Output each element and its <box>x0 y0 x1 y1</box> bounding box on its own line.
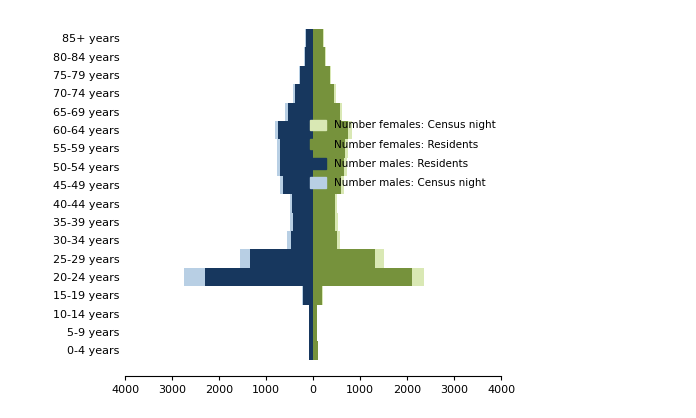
Bar <box>290 194 313 213</box>
Bar <box>276 139 313 158</box>
Bar <box>313 323 317 342</box>
Bar <box>313 84 334 102</box>
Bar <box>313 47 325 66</box>
Bar <box>313 139 345 158</box>
Legend: Number females: Census night, Number females: Residents, Number males: Residents: Number females: Census night, Number fem… <box>310 120 496 188</box>
Bar <box>313 231 337 250</box>
Bar <box>292 213 313 231</box>
Bar <box>313 305 317 323</box>
Bar <box>310 305 313 323</box>
Bar <box>280 176 313 194</box>
Bar <box>295 84 313 102</box>
Bar <box>276 158 313 176</box>
Bar <box>313 139 349 158</box>
Bar <box>313 176 345 194</box>
Bar <box>285 102 313 121</box>
Bar <box>306 29 313 47</box>
Bar <box>184 268 313 286</box>
Bar <box>280 158 313 176</box>
Bar <box>313 176 342 194</box>
Bar <box>291 231 313 250</box>
Bar <box>275 121 313 139</box>
Bar <box>308 342 313 359</box>
Bar <box>313 286 322 305</box>
Bar <box>313 102 340 121</box>
Bar <box>310 323 313 342</box>
Bar <box>240 250 313 268</box>
Bar <box>304 47 313 66</box>
Bar <box>302 286 313 305</box>
Bar <box>310 323 313 342</box>
Bar <box>300 66 313 84</box>
Bar <box>313 268 424 286</box>
Bar <box>303 286 313 305</box>
Bar <box>205 268 313 286</box>
Bar <box>310 305 313 323</box>
Bar <box>288 102 313 121</box>
Bar <box>313 268 412 286</box>
Bar <box>308 342 313 359</box>
Bar <box>293 84 313 102</box>
Bar <box>313 213 338 231</box>
Bar <box>313 231 340 250</box>
Bar <box>287 231 313 250</box>
Bar <box>313 342 318 359</box>
Bar <box>306 29 313 47</box>
Bar <box>299 66 313 84</box>
Bar <box>313 194 335 213</box>
Bar <box>313 84 336 102</box>
Bar <box>313 305 317 323</box>
Bar <box>313 66 330 84</box>
Bar <box>313 323 317 342</box>
Bar <box>280 139 313 158</box>
Bar <box>313 342 318 359</box>
Bar <box>313 286 323 305</box>
Bar <box>305 47 313 66</box>
Bar <box>250 250 313 268</box>
Bar <box>313 102 342 121</box>
Bar <box>313 29 324 47</box>
Bar <box>313 121 348 139</box>
Bar <box>313 29 323 47</box>
Bar <box>313 250 383 268</box>
Bar <box>313 66 331 84</box>
Bar <box>278 121 313 139</box>
Bar <box>313 158 345 176</box>
Bar <box>292 194 313 213</box>
Bar <box>313 194 337 213</box>
Bar <box>290 213 313 231</box>
Bar <box>313 47 326 66</box>
Bar <box>313 213 335 231</box>
Bar <box>283 176 313 194</box>
Bar <box>313 250 375 268</box>
Bar <box>313 121 351 139</box>
Bar <box>313 158 347 176</box>
